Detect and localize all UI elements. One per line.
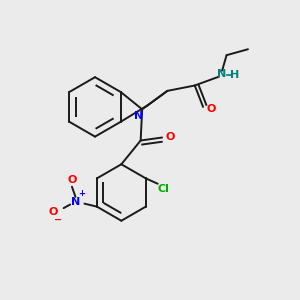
Text: Cl: Cl — [158, 184, 170, 194]
Text: +: + — [79, 189, 86, 198]
Text: O: O — [67, 175, 76, 185]
Text: −: − — [54, 215, 62, 225]
Text: O: O — [207, 104, 216, 114]
Text: N: N — [134, 111, 143, 121]
Text: N: N — [218, 69, 227, 79]
Text: O: O — [166, 132, 175, 142]
Text: N: N — [71, 197, 80, 207]
Text: O: O — [48, 207, 58, 217]
Text: H: H — [230, 70, 239, 80]
